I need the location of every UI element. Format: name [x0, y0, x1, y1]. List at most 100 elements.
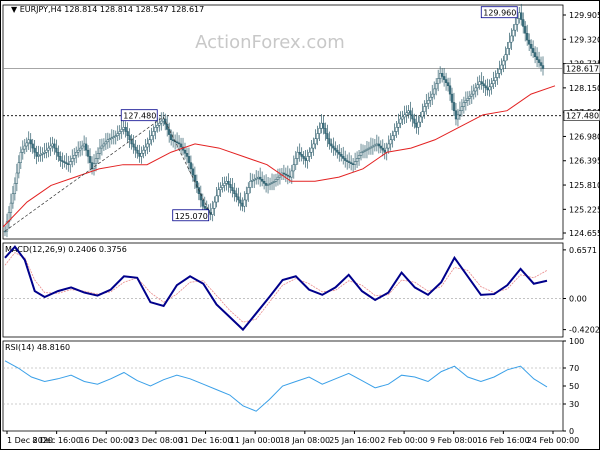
- candle-body: [243, 199, 246, 207]
- candle-body: [98, 147, 102, 154]
- candle-body: [528, 39, 531, 45]
- candle-body: [235, 193, 238, 198]
- candle-body: [138, 153, 141, 157]
- candle-body: [255, 177, 258, 180]
- candle-body: [541, 65, 545, 69]
- candle-body: [229, 184, 232, 188]
- candle-body: [114, 135, 117, 137]
- candle-body: [94, 158, 98, 164]
- candle-body: [282, 172, 286, 175]
- candle-body: [462, 102, 466, 107]
- y-tick-label: 124.655: [569, 229, 600, 238]
- candle-body: [217, 189, 220, 197]
- y-tick-label: 128.150: [569, 84, 600, 93]
- rsi-tick-label: 100: [569, 337, 584, 346]
- candle-body: [47, 147, 50, 151]
- candle-body: [9, 202, 13, 213]
- x-tick-label: 9 Feb 08:00: [430, 436, 477, 445]
- candle-body: [415, 122, 418, 128]
- candle-body: [179, 143, 183, 148]
- candle-body: [298, 151, 301, 155]
- candle-body: [203, 205, 206, 209]
- candle-body: [373, 144, 377, 147]
- candle-body: [259, 176, 262, 180]
- candle-body: [104, 141, 108, 145]
- candle-body: [241, 202, 244, 207]
- candle-body: [448, 85, 452, 95]
- candle-body: [300, 154, 303, 157]
- candle-body: [437, 78, 440, 84]
- candle-body: [266, 184, 270, 186]
- candle-body: [45, 149, 48, 153]
- candle-body: [274, 178, 278, 182]
- candle-body: [175, 141, 179, 144]
- candle-body: [37, 155, 40, 157]
- candle-body: [488, 86, 491, 91]
- candle-body: [397, 122, 400, 128]
- y-tick-label: 125.225: [569, 205, 600, 214]
- candle-body: [260, 178, 264, 182]
- candle-body: [403, 114, 406, 118]
- candle-body: [140, 153, 143, 157]
- candle-body: [472, 90, 475, 95]
- x-tick-label: 23 Dec 08:00: [129, 436, 183, 445]
- candle-body: [284, 173, 288, 176]
- watermark: ActionForex.com: [195, 32, 345, 53]
- candle-body: [375, 143, 379, 146]
- macd-header: MACD(12,26,9) 0.2406 0.3756: [5, 245, 127, 254]
- candle-body: [314, 138, 317, 145]
- candle-body: [67, 163, 70, 165]
- candle-body: [187, 156, 191, 163]
- candle-body: [328, 138, 331, 145]
- candle-body: [201, 199, 204, 207]
- candle-body: [464, 100, 468, 103]
- candle-body: [302, 156, 305, 159]
- candle-body: [245, 193, 248, 201]
- candle-body: [19, 151, 22, 163]
- candle-body: [336, 149, 339, 153]
- candle-body: [454, 110, 458, 120]
- candle-body: [308, 151, 311, 157]
- candle-body: [43, 151, 46, 154]
- candle-body: [399, 118, 402, 124]
- candle-body: [35, 151, 38, 157]
- candle-body: [431, 93, 434, 98]
- candle-body: [146, 143, 149, 148]
- candle-body: [49, 145, 52, 149]
- candle-body: [239, 199, 242, 204]
- candle-body: [306, 156, 309, 161]
- candle-body: [531, 48, 535, 53]
- candle-body: [387, 143, 390, 149]
- candle-body: [156, 124, 159, 128]
- candle-body: [71, 158, 74, 162]
- rsi-header: RSI(14) 48.8160: [5, 343, 70, 352]
- candle-body: [257, 176, 260, 179]
- annotation-label: 125.070: [175, 212, 208, 221]
- candle-body: [150, 135, 153, 141]
- candle-body: [219, 187, 222, 190]
- candle-body: [508, 41, 511, 49]
- y-tick-label: 125.810: [569, 181, 600, 190]
- candle-body: [5, 221, 9, 232]
- candle-body: [484, 85, 487, 89]
- y-tick-label: 126.980: [569, 132, 600, 141]
- candle-body: [407, 110, 410, 114]
- candle-body: [332, 145, 335, 149]
- panel-frame-2: [2, 242, 564, 338]
- x-tick-label: 24 Feb 00:00: [527, 436, 579, 445]
- candle-body: [82, 143, 86, 147]
- candle-body: [268, 183, 272, 185]
- candle-body: [168, 129, 171, 135]
- candle-body: [417, 121, 420, 128]
- candle-body: [344, 158, 347, 161]
- candle-body: [276, 176, 280, 180]
- candle-body: [249, 181, 252, 188]
- candle-body: [65, 162, 68, 164]
- candle-body: [482, 83, 485, 87]
- macd-tick-label: -0.4202: [569, 326, 600, 335]
- candle-body: [13, 183, 17, 195]
- price-header: ▼ EURJPY,H4 128.814 128.814 128.547 128.…: [11, 5, 204, 14]
- candle-body: [292, 164, 295, 172]
- candle-body: [318, 128, 321, 134]
